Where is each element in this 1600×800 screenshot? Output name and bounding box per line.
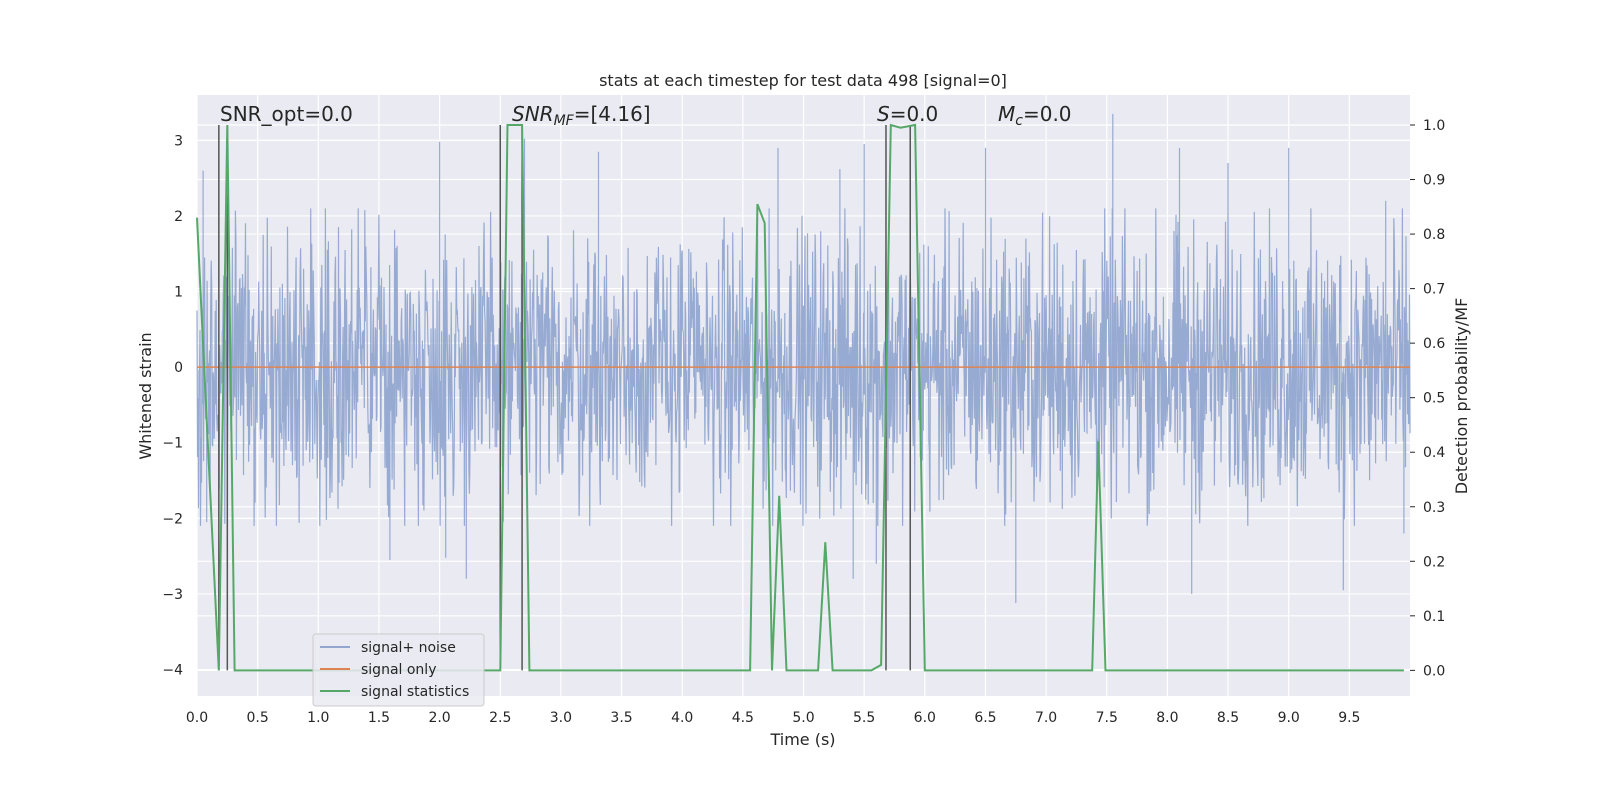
annotation-s-base: S [877, 102, 890, 126]
x-tick-label: 1.0 [307, 710, 329, 726]
annotation-snr-mf-rest: =[4.16] [574, 102, 651, 126]
x-tick-label: 4.0 [671, 710, 693, 726]
x-tick-label: 8.5 [1217, 710, 1239, 726]
y-right-tick-label: 0.2 [1423, 554, 1445, 570]
x-tick-label: 5.5 [853, 710, 875, 726]
annotation-s: S=0.0 [877, 102, 938, 126]
y-right-tick-label: 0.4 [1423, 445, 1445, 461]
x-tick-label: 7.5 [1096, 710, 1118, 726]
y-left-tick-label: −3 [162, 587, 183, 603]
annotation-mc-rest: =0.0 [1023, 102, 1072, 126]
x-axis-ticks: 0.0 0.5 1.0 1.5 2.0 2.5 3.0 3.5 4.0 4.5 5.0 5.5 6.0 6… [186, 710, 1361, 726]
annotation-s-rest: =0.0 [890, 102, 939, 126]
y-left-tick-label: −4 [162, 663, 183, 679]
y-right-tick-label: 0.1 [1423, 609, 1445, 625]
x-tick-label: 5.0 [792, 710, 814, 726]
annotation-snr-mf: SNRMF=[4.16] [512, 102, 651, 129]
y-right-tick-label: 1.0 [1423, 118, 1445, 134]
y-left-tick-label: 2 [174, 209, 183, 225]
y-left-tick-label: 1 [174, 285, 183, 301]
annotation-snr-mf-sub: MF [554, 113, 575, 129]
y-right-tick-label: 0.0 [1423, 663, 1445, 679]
y-right-tick-label: 0.9 [1423, 173, 1445, 189]
annotation-mc-base: M [998, 102, 1015, 126]
signal-plus-noise-series [196, 113, 1411, 603]
y-left-axis-label: Whitened strain [136, 332, 155, 459]
x-tick-label: 0.0 [186, 710, 208, 726]
y-left-axis-ticks: 3 2 1 0 −1 −2 −3 −4 [162, 133, 183, 678]
y-right-tick-label: 0.8 [1423, 227, 1445, 243]
x-tick-label: 0.5 [247, 710, 269, 726]
y-right-tick-label: 0.5 [1423, 391, 1445, 407]
annotation-snr-opt: SNR_opt=0.0 [220, 102, 353, 126]
annotation-mc: Mc=0.0 [998, 102, 1072, 129]
x-tick-label: 4.5 [732, 710, 754, 726]
legend-label-signal-only: signal only [361, 662, 436, 678]
y-left-tick-label: 3 [174, 133, 183, 149]
y-right-tick-label: 0.6 [1423, 336, 1445, 352]
x-tick-label: 2.5 [489, 710, 511, 726]
legend-label-signal-statistics: signal statistics [361, 684, 469, 700]
x-tick-label: 1.5 [368, 710, 390, 726]
x-tick-label: 3.5 [610, 710, 632, 726]
x-tick-label: 9.5 [1338, 710, 1360, 726]
y-right-axis-ticks: 1.0 0.9 0.8 0.7 0.6 0.5 0.4 0.3 0.2 0.1 0.0 [1410, 118, 1445, 679]
x-axis-label: Time (s) [769, 730, 835, 749]
x-tick-label: 7.0 [1035, 710, 1057, 726]
x-tick-label: 6.0 [914, 710, 936, 726]
annotation-mc-sub: c [1015, 113, 1023, 129]
y-left-tick-label: −1 [162, 436, 183, 452]
chart-title: stats at each timestep for test data 498… [599, 71, 1007, 90]
annotation-snr-mf-base: SNR [512, 102, 554, 126]
y-left-tick-label: −2 [162, 511, 183, 527]
x-tick-label: 2.0 [428, 710, 450, 726]
y-left-tick-label: 0 [174, 360, 183, 376]
x-tick-label: 9.0 [1278, 710, 1300, 726]
legend-label-signal-plus-noise: signal+ noise [361, 640, 456, 656]
legend-box [312, 633, 485, 707]
y-right-axis-label: Detection probability/MF [1452, 298, 1471, 495]
signal-plus-noise-line [196, 113, 1411, 603]
y-right-tick-label: 0.3 [1423, 500, 1445, 516]
x-tick-label: 3.0 [550, 710, 572, 726]
legend: signal+ noise signal only signal statist… [312, 633, 485, 707]
x-tick-label: 6.5 [974, 710, 996, 726]
y-right-tick-label: 0.7 [1423, 282, 1445, 298]
x-tick-label: 8.0 [1156, 710, 1178, 726]
